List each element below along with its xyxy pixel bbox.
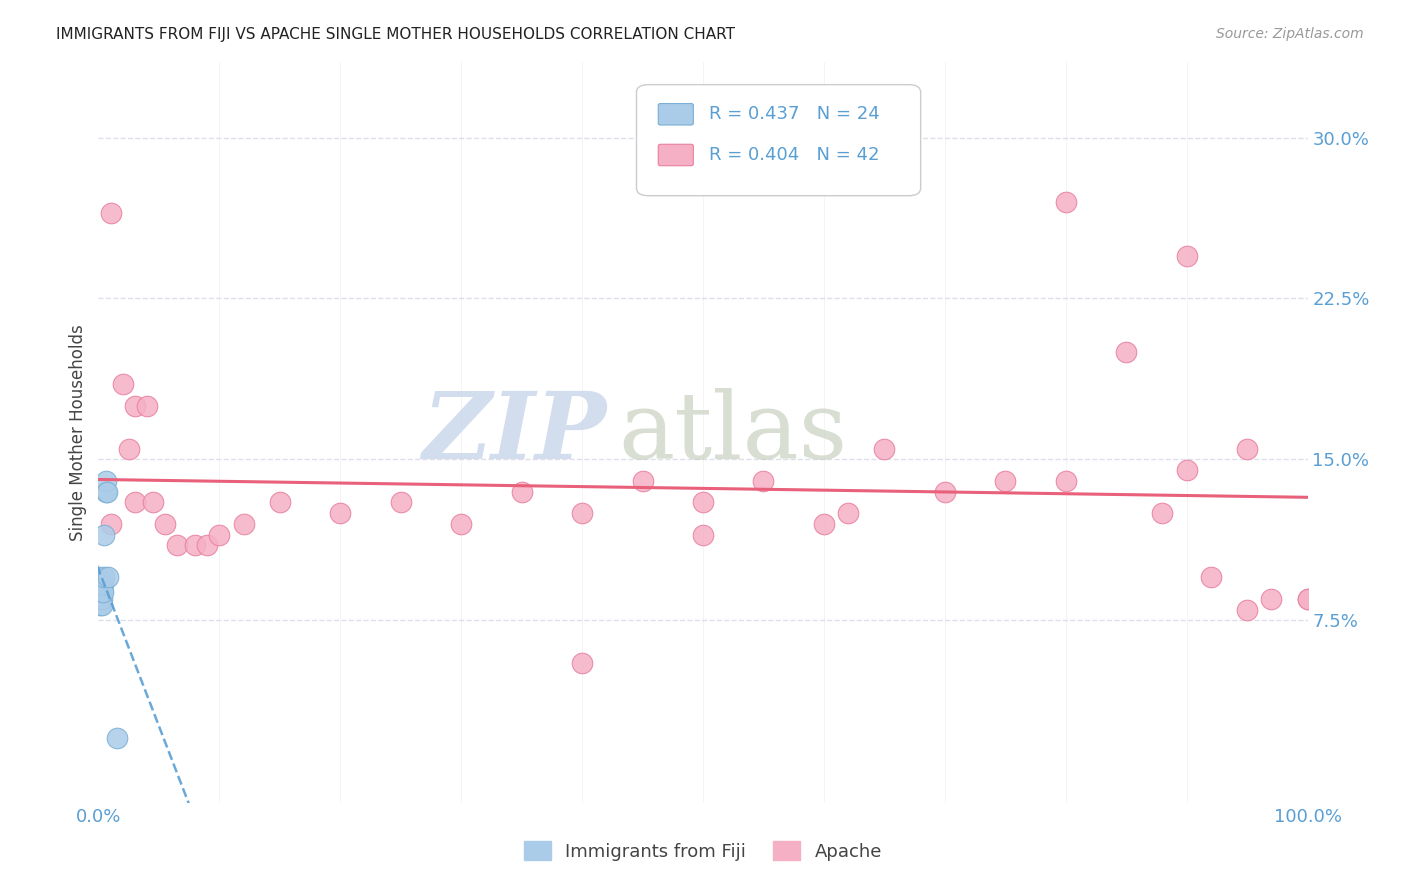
Point <box>1260 591 1282 606</box>
Point <box>91 577 114 591</box>
Point <box>100 516 122 531</box>
Point <box>91 585 114 599</box>
Point <box>96 484 118 499</box>
Point <box>752 474 775 488</box>
Point <box>1296 591 1319 606</box>
Point <box>97 570 120 584</box>
Point <box>389 495 412 509</box>
Point <box>91 581 114 595</box>
Point <box>94 484 117 499</box>
Point <box>232 516 254 531</box>
Text: Source: ZipAtlas.com: Source: ZipAtlas.com <box>1216 27 1364 41</box>
Point <box>118 442 141 456</box>
Point <box>166 538 188 552</box>
Point <box>329 506 352 520</box>
Point <box>89 585 111 599</box>
Point <box>142 495 165 509</box>
Point <box>1054 474 1077 488</box>
Point <box>1236 442 1258 456</box>
Point <box>89 591 111 606</box>
Text: IMMIGRANTS FROM FIJI VS APACHE SINGLE MOTHER HOUSEHOLDS CORRELATION CHART: IMMIGRANTS FROM FIJI VS APACHE SINGLE MO… <box>56 27 735 42</box>
Point <box>111 377 134 392</box>
Point <box>510 484 533 499</box>
Point <box>837 506 859 520</box>
Point <box>105 731 128 746</box>
Point <box>873 442 896 456</box>
Point <box>631 474 654 488</box>
FancyBboxPatch shape <box>658 103 693 125</box>
Point <box>1175 463 1198 477</box>
Point <box>90 579 112 593</box>
Point <box>450 516 472 531</box>
Text: ZIP: ZIP <box>422 388 606 477</box>
Legend: Immigrants from Fiji, Apache: Immigrants from Fiji, Apache <box>516 834 890 868</box>
Point <box>89 577 111 591</box>
Point <box>87 570 110 584</box>
Point <box>1054 194 1077 209</box>
Point <box>100 205 122 219</box>
Point <box>692 495 714 509</box>
Point <box>91 574 114 589</box>
Point <box>90 591 112 606</box>
Text: R = 0.437   N = 24: R = 0.437 N = 24 <box>709 105 880 123</box>
Text: atlas: atlas <box>619 388 848 477</box>
Point <box>1115 345 1137 359</box>
Point <box>91 591 114 606</box>
Point <box>135 399 157 413</box>
Point <box>269 495 291 509</box>
Point <box>571 506 593 520</box>
Point <box>153 516 176 531</box>
Point <box>90 573 112 587</box>
Point <box>184 538 207 552</box>
Y-axis label: Single Mother Households: Single Mother Households <box>69 325 87 541</box>
Point <box>1175 249 1198 263</box>
Point <box>124 399 146 413</box>
Point <box>90 585 112 599</box>
Point <box>994 474 1017 488</box>
Point <box>1236 602 1258 616</box>
Point <box>93 527 115 541</box>
Point <box>692 527 714 541</box>
FancyBboxPatch shape <box>658 145 693 166</box>
Point <box>124 495 146 509</box>
Point <box>91 585 114 599</box>
Point <box>1152 506 1174 520</box>
Point <box>93 570 115 584</box>
Point <box>208 527 231 541</box>
Text: R = 0.404   N = 42: R = 0.404 N = 42 <box>709 146 880 164</box>
Point <box>91 599 114 613</box>
Point <box>1296 591 1319 606</box>
Point <box>934 484 956 499</box>
Point <box>89 599 111 613</box>
Point <box>94 474 117 488</box>
Point <box>89 579 111 593</box>
Point <box>571 657 593 671</box>
Point <box>195 538 218 552</box>
Point <box>813 516 835 531</box>
Point <box>1199 570 1222 584</box>
FancyBboxPatch shape <box>637 85 921 195</box>
